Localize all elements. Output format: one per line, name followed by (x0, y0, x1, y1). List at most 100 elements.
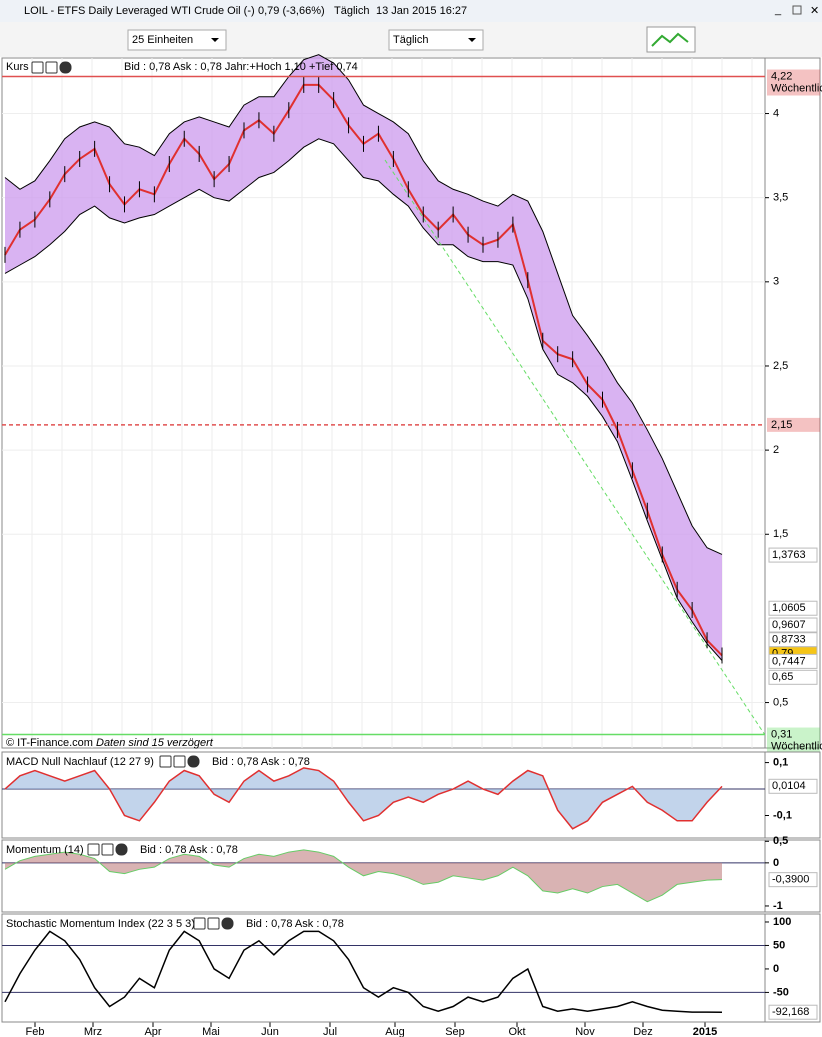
price-label-box (768, 600, 818, 616)
x-tick-label: Dez (633, 1026, 653, 1037)
panel-header: Bid : 0,78 Ask : 0,78 (140, 844, 238, 856)
x-tick-label: Mrz (84, 1026, 102, 1037)
panel-icon[interactable] (101, 843, 114, 856)
price-label-box (768, 669, 818, 685)
units-dropdown[interactable] (127, 29, 227, 51)
y-tick-label: 3,5 (773, 192, 788, 204)
level-note: Wöchentlich (771, 740, 822, 752)
x-tick-label: Apr (144, 1026, 161, 1037)
x-tick-label: Jul (323, 1026, 337, 1037)
macd-fill (5, 767, 722, 829)
y-tick-label: 0,5 (773, 696, 788, 708)
dropdown-arrow (211, 38, 219, 42)
y-tick-label: -1 (773, 900, 783, 912)
price-label: 0,7447 (772, 655, 806, 667)
y-tick-label: 100 (773, 916, 791, 928)
footer-source: © IT-Finance.com (6, 737, 93, 749)
chart-type-icon (651, 32, 689, 47)
footer-note: Daten sind 15 verzögert (96, 737, 214, 749)
y-tick-label: 0 (773, 857, 779, 869)
title-bar (0, 0, 822, 22)
panel-header: Bid : 0,78 Ask : 0,78 Jahr:+Hoch 1,10 +T… (124, 61, 358, 73)
panel-icon[interactable] (207, 917, 220, 930)
panel-icon[interactable] (159, 755, 172, 768)
window-title: LOIL - ETFS Daily Leveraged WTI Crude Oi… (24, 5, 255, 17)
y-tick-label: -50 (773, 986, 789, 998)
price-label: 0,9607 (772, 619, 806, 631)
x-tick-label: Feb (26, 1026, 45, 1037)
price-label-box (768, 653, 818, 669)
level-box (767, 69, 820, 96)
price-label: -92,168 (772, 1006, 809, 1018)
level-label: 4,22 (771, 70, 792, 82)
y-tick-label: 0,1 (773, 756, 788, 768)
panel (1, 913, 821, 1023)
upper-band (4, 54, 723, 555)
x-tick-label: Jun (261, 1026, 279, 1037)
x-tick-label: Okt (508, 1026, 525, 1037)
panel-icon[interactable] (31, 61, 44, 74)
price-label: 0,8733 (772, 634, 806, 646)
panel-icon[interactable] (115, 843, 128, 856)
panel-icon[interactable] (45, 61, 58, 74)
y-tick-label: 0,5 (773, 835, 788, 847)
chart-type-button[interactable] (646, 26, 696, 53)
minimize-button[interactable]: _ (774, 4, 782, 16)
panel-title: Momentum (14) (6, 844, 84, 856)
level-note: Wöchentlich (771, 82, 822, 94)
price-label: -0,3900 (772, 874, 809, 886)
y-tick-label: 50 (773, 939, 785, 951)
price-label: 1,3763 (772, 549, 806, 561)
units-label: 25 Einheiten (132, 34, 193, 46)
window-interval: Täglich (334, 5, 369, 17)
band-area (5, 54, 722, 661)
price-label: 0,65 (772, 671, 793, 683)
lower-band (4, 138, 723, 661)
trend-line (384, 159, 766, 736)
maximize-button[interactable] (792, 5, 802, 15)
x-tick-label: Nov (575, 1026, 595, 1037)
period-dropdown[interactable] (388, 29, 484, 51)
y-tick-label: 1,5 (773, 528, 788, 540)
x-tick-label: 2015 (693, 1026, 717, 1037)
panel-icon[interactable] (187, 755, 200, 768)
y-tick-label: -0,1 (773, 809, 792, 821)
price-label-box (768, 872, 818, 888)
price-label: 1,0605 (772, 602, 806, 614)
panel-title: Stochastic Momentum Index (22 3 5 3) (6, 918, 195, 930)
price-label-box (768, 778, 818, 794)
y-tick-label: 2,5 (773, 360, 788, 372)
panel-icon[interactable] (173, 755, 186, 768)
x-tick-label: Aug (385, 1026, 405, 1037)
period-label: Täglich (393, 34, 428, 46)
y-tick-label: 0 (773, 963, 779, 975)
price-label-box (768, 547, 818, 563)
level-box (767, 417, 820, 432)
close-button[interactable]: ✕ (810, 5, 819, 17)
price-label-box (768, 617, 818, 633)
price-label-box (768, 1004, 818, 1020)
level-label: 0,31 (771, 728, 792, 740)
window-timestamp: 13 Jan 2015 16:27 (376, 5, 467, 17)
y-tick-label: 3 (773, 276, 779, 288)
y-tick-label: 2 (773, 444, 779, 456)
y-tick-label: 4 (773, 107, 779, 119)
panel-icon[interactable] (193, 917, 206, 930)
panel-icon[interactable] (59, 61, 72, 74)
window-quote: 0,79 (-3,66%) (258, 5, 325, 17)
smi-line (4, 930, 723, 1013)
level-box (767, 727, 820, 754)
panel-header: Bid : 0,78 Ask : 0,78 (212, 756, 310, 768)
macd-line (4, 767, 723, 830)
dropdown-arrow (468, 38, 476, 42)
panel-title: MACD Null Nachlauf (12 27 9) (6, 756, 154, 768)
x-tick-label: Mai (202, 1026, 220, 1037)
panel-title: Kurs (6, 61, 29, 73)
panel-icon[interactable] (87, 843, 100, 856)
level-label: 2,15 (771, 419, 792, 431)
momentum-line (4, 849, 723, 903)
price-label: 0,0104 (772, 780, 806, 792)
panel-icon[interactable] (221, 917, 234, 930)
x-tick-label: Sep (445, 1026, 465, 1037)
